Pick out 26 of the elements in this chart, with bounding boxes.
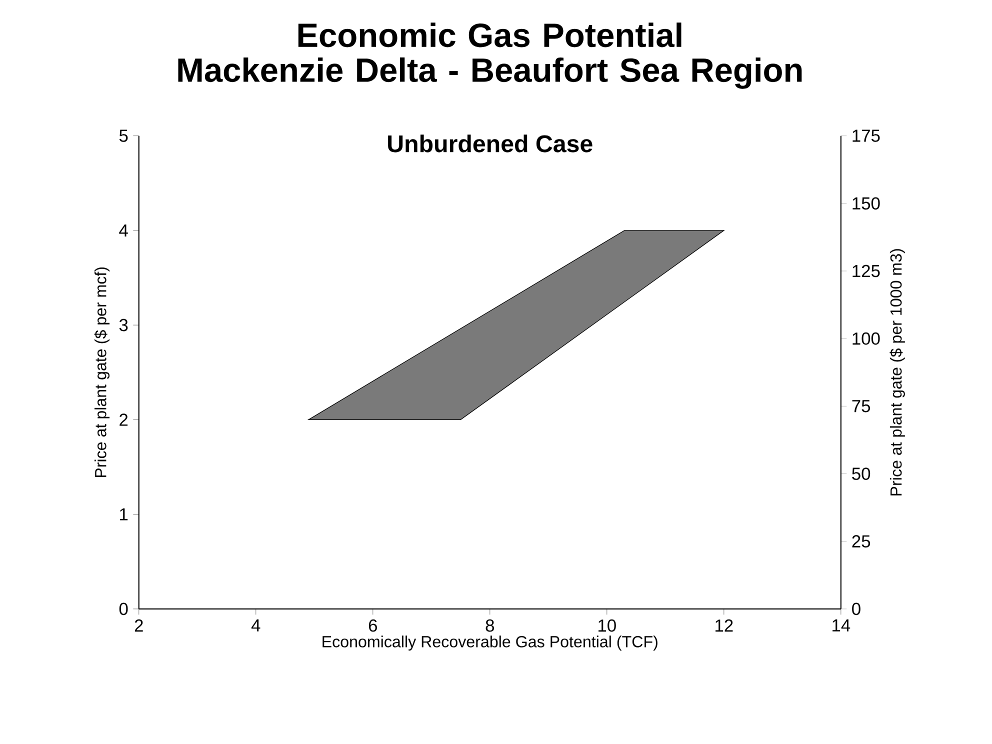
y-tick-label: 1 bbox=[120, 508, 128, 520]
y2-tick-label: 0 bbox=[852, 602, 860, 616]
y-tick-label: 0 bbox=[119, 602, 128, 616]
y2-tick-label: 25 bbox=[852, 535, 870, 548]
y2-tick-label: 125 bbox=[852, 264, 880, 278]
x-tick-label: 10 bbox=[598, 619, 616, 632]
y2-tick-label: 75 bbox=[852, 400, 870, 412]
x-tick-label: 8 bbox=[486, 619, 494, 632]
y-tick-label: 5 bbox=[119, 130, 128, 142]
y-tick-label: 2 bbox=[120, 414, 128, 426]
y-tick-label: 4 bbox=[119, 224, 128, 236]
chart-subtitle: Unburdened Case bbox=[388, 134, 592, 152]
chart-title: Economic Gas Potential Mackenzie Delta - Beaufort Sea Region bbox=[178, 22, 802, 89]
x-axis-title: Economically Recoverable Gas Potential (TCF) bbox=[322, 636, 658, 651]
y2-tick-label: 175 bbox=[852, 130, 880, 142]
y2-tick-label: 50 bbox=[852, 468, 870, 480]
y-axis-title: Price at plant gate ($ per mcf) bbox=[94, 267, 110, 478]
x-tick-label: 14 bbox=[832, 619, 850, 632]
x-tick-label: 12 bbox=[716, 619, 733, 632]
x-tick-label: 6 bbox=[368, 619, 377, 632]
y2-axis-title: Price at plant gate ($ per 1000 m3) bbox=[890, 249, 905, 496]
y2-tick-label: 150 bbox=[852, 197, 880, 210]
x-tick-label: 2 bbox=[134, 619, 143, 632]
y2-tick-label: 100 bbox=[852, 332, 880, 345]
x-tick-label: 4 bbox=[251, 619, 260, 632]
y-tick-label: 3 bbox=[119, 318, 128, 332]
